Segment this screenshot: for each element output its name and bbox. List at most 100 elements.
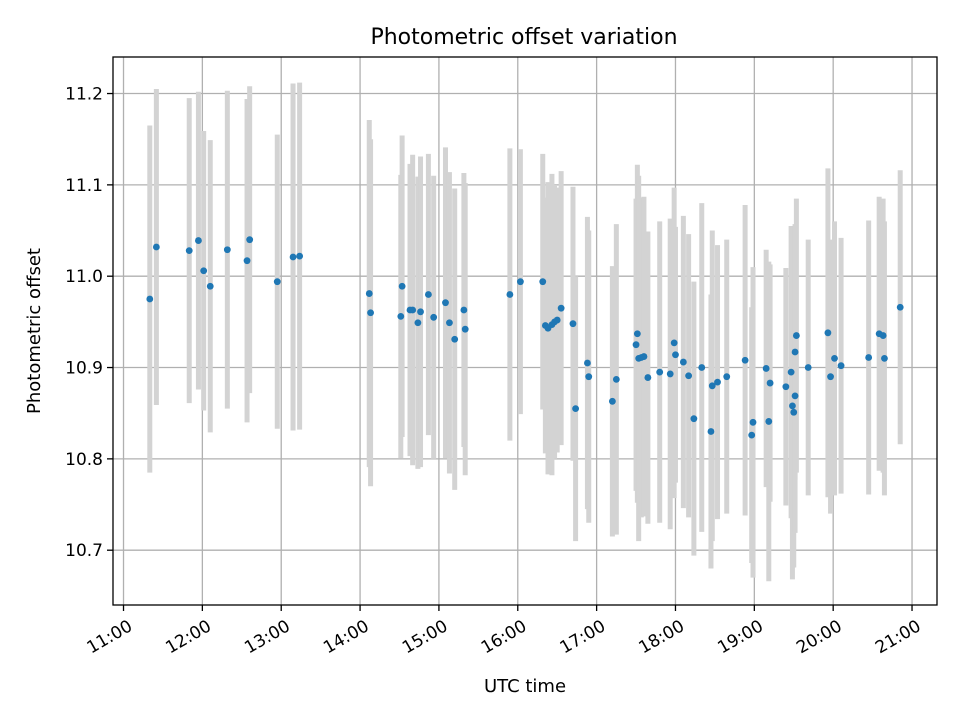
y-tick-label: 11.0 [65,267,103,287]
data-point [837,362,845,370]
x-axis-label: UTC time [484,676,566,697]
x-tick-label: 20:00 [793,616,845,658]
data-point [273,278,281,286]
x-tick-label: 14:00 [320,616,372,658]
data-point [200,267,208,275]
data-point [557,304,565,312]
data-point [896,303,904,311]
data-point [741,356,749,364]
data-point [789,402,796,410]
data-point [612,376,620,383]
x-tick-label: 16:00 [478,616,530,658]
data-point [865,354,873,361]
data-point [506,291,514,298]
data-point [685,372,693,380]
data-point [690,415,698,423]
data-point [656,368,664,376]
data-point [804,364,812,371]
data-point [714,378,721,386]
data-point [289,253,297,261]
data-points [146,236,904,439]
plot-frame [112,56,938,606]
data-point [243,257,251,265]
x-axis-ticks: 11:00 12:00 13:00 14:00 15:00 16:00 17:00 18:00… [84,605,925,658]
data-point [787,368,795,376]
data-point [644,374,652,381]
data-point [749,418,757,426]
data-point [765,418,773,425]
data-point [430,313,438,321]
x-tick-label: 13:00 [241,616,293,658]
data-point [782,383,790,391]
data-point [748,431,756,439]
data-point [632,341,640,349]
data-point [679,358,687,366]
data-point [792,332,800,339]
y-tick-label: 10.7 [65,541,103,561]
x-tick-label: 17:00 [557,616,609,658]
data-point [461,325,469,333]
data-point [206,282,214,290]
data-point [460,306,468,314]
data-point [425,291,432,298]
grid [113,57,937,605]
data-point [409,306,417,314]
data-point [790,408,798,416]
data-point [146,295,154,303]
data-point [365,290,373,297]
data-point [569,320,577,328]
x-tick-label: 12:00 [162,616,214,658]
x-tick-label: 15:00 [399,616,451,658]
y-tick-label: 11.1 [65,176,103,196]
data-point [633,330,641,338]
data-point [791,392,799,400]
x-tick-label: 21:00 [872,616,924,658]
data-point [296,252,304,260]
data-point [539,278,547,286]
data-point [707,428,715,435]
data-point [517,278,524,286]
data-point [670,339,678,347]
y-tick-label: 11.2 [65,85,103,105]
x-tick-label: 18:00 [636,616,688,658]
y-tick-label: 10.9 [65,359,103,379]
data-point [195,237,202,244]
data-point [223,246,231,254]
data-point [185,247,193,255]
data-point [831,355,838,362]
error-bars [147,82,903,582]
x-tick-label: 19:00 [714,616,766,658]
data-point [585,373,593,381]
data-point [672,351,679,359]
data-point [398,282,406,290]
chart-title: Photometric offset variation [370,25,677,50]
data-point [791,348,799,356]
data-point [723,373,731,381]
data-point [666,370,674,378]
y-axis-ticks: 10.7 10.8 10.9 11.0 11.1 11.2 [65,85,113,561]
x-tick-label: 11:00 [84,616,136,658]
data-point [553,316,561,324]
data-point [446,319,453,327]
data-point [827,373,834,381]
data-point [708,382,716,390]
data-point [824,329,832,337]
data-point [879,332,887,339]
data-point [766,379,774,387]
y-axis-label: Photometric offset [24,248,45,414]
data-point [762,365,770,372]
data-point [417,308,424,316]
data-point [397,312,405,320]
y-tick-label: 10.8 [65,450,103,470]
data-point [451,335,459,343]
data-point [572,405,579,413]
data-point [698,364,706,371]
data-point [584,359,591,367]
data-point [881,355,888,362]
data-point [246,236,254,244]
data-point [414,319,422,327]
data-point [367,309,374,317]
data-point [152,243,160,251]
data-point [608,397,616,405]
